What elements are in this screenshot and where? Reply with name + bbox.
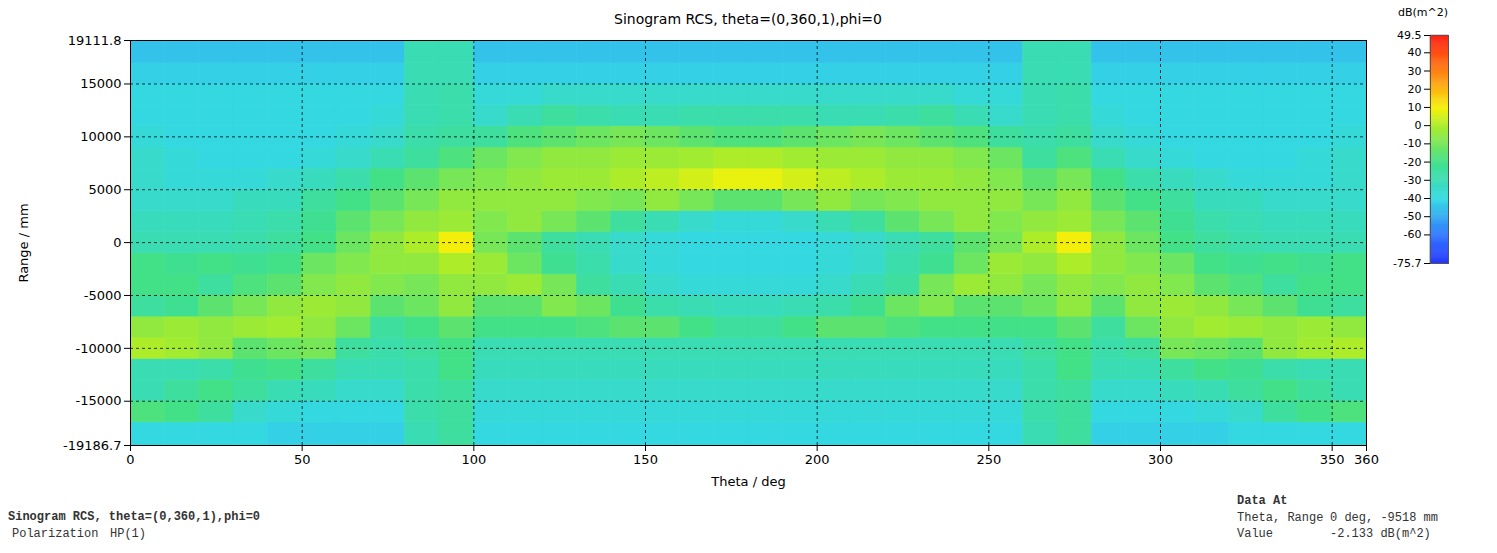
html-text:Value: Value [1237,527,1273,541]
svg-text:200: 200 [805,452,830,467]
svg-text:-40: -40 [1404,192,1422,205]
html-text:0 deg, -9518 mm: 0 deg, -9518 mm [1330,511,1438,525]
html-text:HP(1): HP(1) [110,527,146,541]
svg-text:-30: -30 [1404,174,1422,187]
svg-text:10000: 10000 [80,129,121,144]
html-text:Polarization: Polarization [12,527,99,541]
svg-text:150: 150 [633,452,658,467]
html-text:Data At: Data At [1237,494,1288,508]
svg-text:360: 360 [1354,452,1379,467]
svg-text:100: 100 [461,452,486,467]
svg-text:Range / mm: Range / mm [16,203,31,282]
svg-text:0: 0 [126,452,134,467]
svg-text:10: 10 [1408,101,1422,114]
svg-text:5000: 5000 [88,182,121,197]
svg-text:250: 250 [976,452,1001,467]
svg-text:-20: -20 [1404,156,1422,169]
html-text:-2.133 dB(m^2): -2.133 dB(m^2) [1330,527,1431,541]
html-text:Theta, Range: Theta, Range [1237,511,1324,525]
html-text:Sinogram RCS, theta=(0,360,1),: Sinogram RCS, theta=(0,360,1),phi=0 [8,510,260,524]
svg-text:30: 30 [1408,65,1422,78]
svg-text:50: 50 [294,452,311,467]
svg-text:15000: 15000 [80,76,121,91]
svg-text:0: 0 [1415,119,1422,132]
svg-text:-50: -50 [1404,210,1422,223]
svg-text:-10000: -10000 [75,341,121,356]
svg-text:20: 20 [1408,83,1422,96]
svg-text:300: 300 [1148,452,1173,467]
svg-text:-10: -10 [1404,137,1422,150]
svg-text:350: 350 [1320,452,1345,467]
svg-text:-15000: -15000 [75,393,121,408]
svg-text:-60: -60 [1404,228,1422,241]
svg-text:19111.8: 19111.8 [68,33,122,48]
svg-text:-19186.7: -19186.7 [63,438,121,453]
html-text:Sinogram RCS, theta=(0,360,1),: Sinogram RCS, theta=(0,360,1),phi=0 [614,11,882,27]
svg-text:-5000: -5000 [84,288,122,303]
html-text:dB(m^2): dB(m^2) [1398,6,1448,19]
svg-text:-75.7: -75.7 [1393,257,1421,270]
svg-text:40: 40 [1408,46,1422,59]
svg-text:0: 0 [113,235,121,250]
svg-text:Theta / deg: Theta / deg [710,474,785,489]
svg-text:49.5: 49.5 [1397,29,1422,42]
